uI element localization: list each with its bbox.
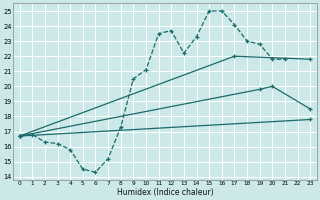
X-axis label: Humidex (Indice chaleur): Humidex (Indice chaleur) bbox=[116, 188, 213, 197]
